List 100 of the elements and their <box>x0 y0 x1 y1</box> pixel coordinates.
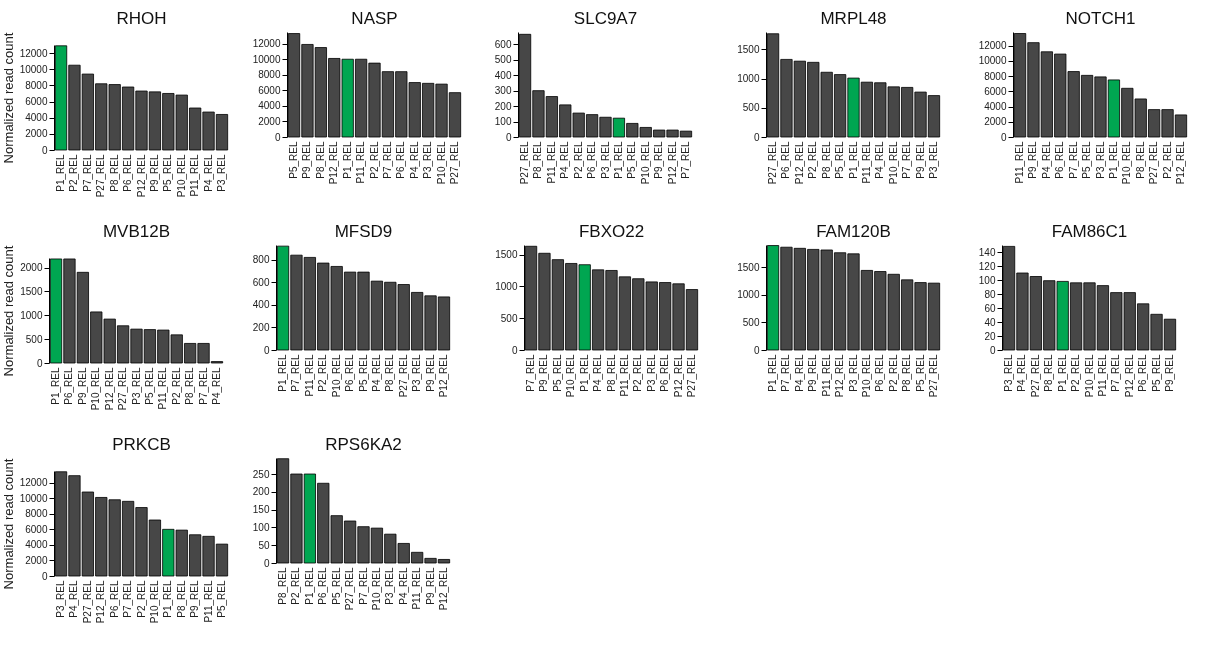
y-tick-label: 50 <box>258 539 270 551</box>
x-tick-label: P27_REL <box>685 354 697 398</box>
y-tick-label: 60 <box>984 302 996 314</box>
x-tick-label: P11_REL <box>355 141 367 184</box>
x-tick-label: P4_REL <box>592 354 604 392</box>
x-tick-label: P9_REL <box>1027 141 1039 179</box>
y-tick-label: 2000 <box>25 554 48 566</box>
x-tick-label: P12_REL <box>103 367 115 411</box>
x-tick-label: P8_REL <box>175 580 187 618</box>
x-tick-label: P1_REL <box>1107 141 1119 179</box>
y-tick-label: 8000 <box>984 70 1007 82</box>
y-tick-label: 20 <box>984 330 996 342</box>
x-tick-label: P7_REL <box>357 567 369 605</box>
chart-title: MVB12B <box>102 222 171 242</box>
x-tick-label: P4_REL <box>370 354 382 392</box>
x-tick-label: P10_REL <box>330 354 342 398</box>
x-tick-label: P1_REL <box>303 567 315 605</box>
x-tick-label: P4_REL <box>408 141 420 179</box>
x-tick-label: P8_REL <box>901 354 913 392</box>
x-tick-label: P27_REL <box>927 354 939 398</box>
y-tick-label: 1500 <box>737 44 760 55</box>
chart-title: NOTCH1 <box>1065 9 1136 28</box>
x-tick-label: P1_REL <box>612 141 624 179</box>
y-tick-label: 12000 <box>19 47 48 59</box>
chart-title: RPS6KA2 <box>325 435 402 454</box>
x-tick-label: P4_REL <box>397 567 409 605</box>
x-tick-label: P9_REL <box>807 354 819 392</box>
x-tick-label: P1_REL <box>341 141 353 179</box>
x-tick-label: P7_REL <box>901 141 913 179</box>
x-tick-label: P2_REL <box>170 367 182 405</box>
chart-title: FAM86C1 <box>1051 222 1128 241</box>
x-tick-label: P11_REL <box>860 141 872 184</box>
y-tick-label: 8000 <box>25 79 48 91</box>
y-tick-label: 500 <box>742 316 760 328</box>
x-tick-label: P27_REL <box>767 141 779 185</box>
x-tick-label: P7_REL <box>122 580 134 618</box>
chart-title: RHOH <box>116 9 167 29</box>
x-tick-label: P2_REL <box>807 141 819 179</box>
x-tick-label: P5_REL <box>626 141 638 179</box>
x-tick-label: P3_REL <box>599 141 611 179</box>
x-tick-label: P2_REL <box>632 354 644 392</box>
x-tick-label: P11_REL <box>189 154 201 197</box>
x-tick-label: P5_REL <box>330 567 342 605</box>
chart-title: NASP <box>351 9 398 28</box>
y-tick-label: 100 <box>494 116 512 128</box>
x-tick-label: P2_REL <box>317 354 329 392</box>
x-tick-label: P10_REL <box>435 141 447 185</box>
y-tick-label: 8000 <box>258 69 281 81</box>
y-tick-label: 500 <box>500 312 518 324</box>
x-tick-label: P12_REL <box>437 354 449 398</box>
x-tick-label: P6_REL <box>1054 141 1066 179</box>
x-tick-label: P3_REL <box>130 367 142 405</box>
y-tick-label: 0 <box>263 344 270 356</box>
x-tick-label: P12_REL <box>437 567 449 611</box>
y-tick-label: 0 <box>274 131 281 143</box>
x-tick-label: P2_REL <box>572 141 584 179</box>
y-tick-label: 10000 <box>252 53 281 65</box>
x-tick-label: P12_REL <box>793 141 805 185</box>
x-tick-label: P8_REL <box>384 354 396 392</box>
x-tick-label: P6_REL <box>122 154 134 192</box>
y-tick-label: 0 <box>41 570 48 582</box>
x-tick-label: P27_REL <box>448 141 460 185</box>
y-tick-label: 6000 <box>984 85 1007 97</box>
x-tick-label: P11_REL <box>545 141 557 184</box>
y-tick-label: 400 <box>252 299 270 311</box>
x-tick-label: P2_REL <box>135 580 147 618</box>
x-tick-label: P10_REL <box>148 580 160 624</box>
y-tick-label: 600 <box>494 38 512 50</box>
x-tick-label: P9_REL <box>424 354 436 392</box>
x-tick-label: P11_REL <box>1096 354 1108 397</box>
x-tick-label: P1_REL <box>767 354 779 392</box>
chart-title: FBXO22 <box>578 222 645 241</box>
y-tick-label: 140 <box>978 246 996 258</box>
y-tick-label: 2000 <box>258 115 281 127</box>
x-tick-label: P9_REL <box>189 580 201 618</box>
x-tick-label: P27_REL <box>95 154 107 198</box>
x-tick-label: P7_REL <box>381 141 393 179</box>
x-tick-label: P5_REL <box>162 154 174 192</box>
y-tick-label: 12000 <box>252 38 281 50</box>
x-tick-label: P5_REL <box>215 580 227 618</box>
x-tick-label: P10_REL <box>887 141 899 185</box>
y-tick-label: 10000 <box>19 63 48 75</box>
y-tick-label: 1000 <box>737 73 760 85</box>
x-tick-label: P1_REL <box>1056 354 1068 392</box>
y-tick-label: 0 <box>753 344 760 356</box>
x-tick-label: P11_REL <box>157 367 169 410</box>
x-tick-label: P27_REL <box>81 580 93 624</box>
y-tick-label: 0 <box>989 344 996 356</box>
y-tick-label: 200 <box>494 100 512 112</box>
y-tick-label: 120 <box>978 260 996 272</box>
x-tick-label: P7_REL <box>679 141 691 179</box>
y-tick-label: 4000 <box>25 539 48 551</box>
x-tick-label: P9_REL <box>1163 354 1175 392</box>
x-tick-label: P12_REL <box>95 580 107 624</box>
x-tick-label: P1_REL <box>55 154 67 192</box>
x-tick-label: P7_REL <box>290 354 302 392</box>
y-tick-label: 40 <box>984 316 996 328</box>
y-tick-label: 6000 <box>25 96 48 108</box>
y-tick-label: 1000 <box>495 280 518 292</box>
y-axis-title: Normalized read count <box>0 32 16 164</box>
